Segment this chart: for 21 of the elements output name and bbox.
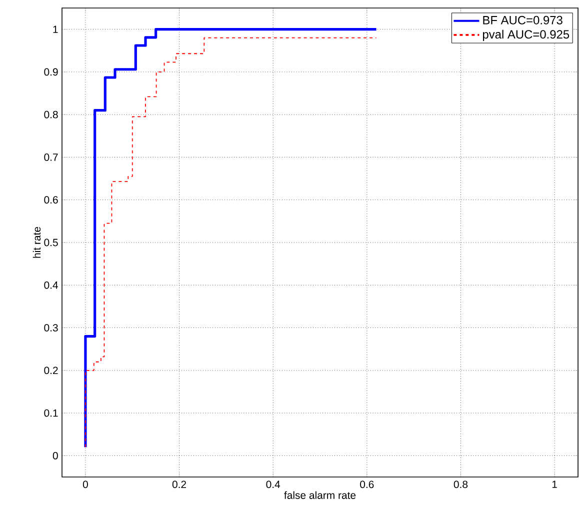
- legend-label: BF AUC=0.973: [483, 16, 562, 24]
- y-axis-title: hit rate: [32, 226, 41, 258]
- legend-label: pval AUC=0.925: [482, 30, 570, 41]
- y-tick-label: 0.5: [44, 238, 58, 246]
- y-tick-label: 0.4: [44, 281, 58, 289]
- x-tick-label: 0: [82, 480, 88, 488]
- y-tick-label: 1: [53, 26, 58, 33]
- x-tick-label: 0.2: [172, 480, 186, 488]
- x-tick-label: 0.6: [360, 480, 374, 488]
- x-tick-label: 0.4: [266, 480, 280, 488]
- y-tick-label: 0.1: [44, 409, 58, 417]
- y-tick-label: 0.9: [44, 68, 58, 76]
- x-tick-label: 0.8: [454, 480, 468, 488]
- y-tick-label: 0.2: [44, 366, 58, 374]
- y-tick-label: 0.3: [44, 324, 58, 332]
- y-tick-label: 0.8: [44, 110, 58, 118]
- y-tick-label: 0.7: [44, 154, 58, 161]
- x-axis-title: false alarm rate: [284, 491, 356, 499]
- x-tick-label: 1: [552, 480, 557, 488]
- y-tick-label: 0.6: [44, 196, 58, 204]
- y-tick-label: 0: [52, 452, 58, 460]
